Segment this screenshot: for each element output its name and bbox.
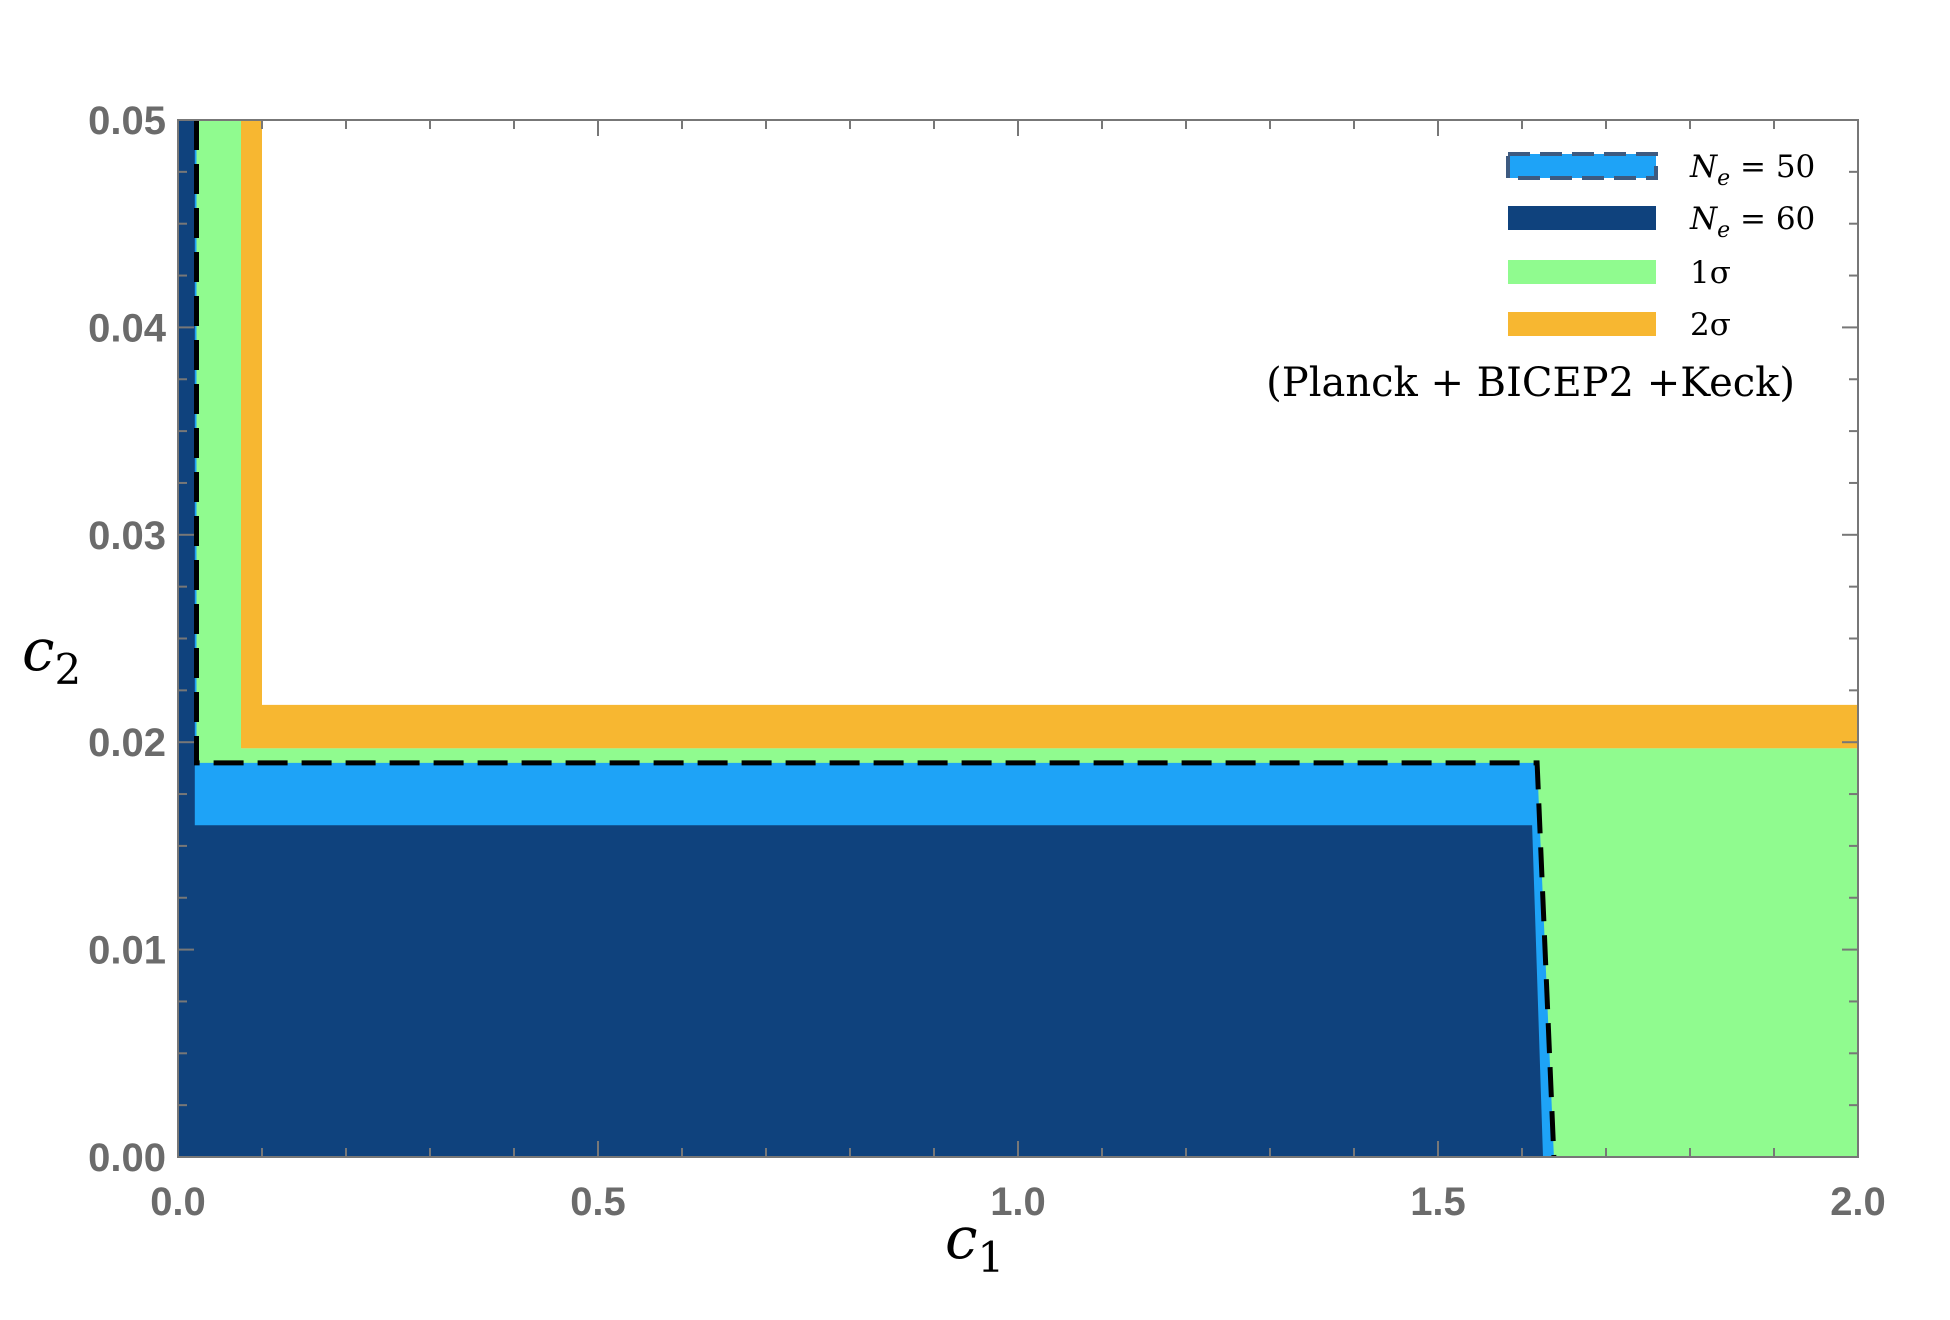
legend-swatch bbox=[1508, 206, 1656, 230]
y-axis-label: c2 bbox=[22, 616, 81, 694]
annotation-text: (Planck + BICEP2 +Keck) bbox=[1266, 360, 1795, 406]
x-tick-label: 1.0 bbox=[990, 1180, 1046, 1224]
x-axis-label: c1 bbox=[945, 1204, 1004, 1282]
legend-label: Ne = 60 bbox=[1689, 201, 1815, 243]
y-tick-label: 0.02 bbox=[88, 721, 166, 765]
legend-label: 2σ bbox=[1690, 307, 1731, 343]
y-tick-label: 0.04 bbox=[88, 306, 167, 350]
regions-layer bbox=[178, 120, 1858, 1157]
x-tick-label: 0.5 bbox=[570, 1180, 626, 1224]
x-tick-label: 1.5 bbox=[1410, 1180, 1466, 1224]
legend-swatch bbox=[1506, 152, 1658, 180]
legend: Ne = 50 Ne = 60 1σ 2σ bbox=[1506, 149, 1815, 343]
legend-label: Ne = 50 bbox=[1689, 149, 1815, 191]
region-3 bbox=[178, 120, 1543, 1157]
y-tick-label: 0.03 bbox=[88, 514, 166, 558]
legend-swatch bbox=[1508, 260, 1656, 284]
tick-marks bbox=[177, 119, 1859, 1158]
legend-label: 1σ bbox=[1690, 255, 1731, 291]
x-tick-label: 2.0 bbox=[1830, 1180, 1886, 1224]
x-tick-label: 0.0 bbox=[150, 1180, 206, 1224]
legend-swatch bbox=[1508, 312, 1656, 336]
y-tick-label: 0.00 bbox=[88, 1136, 166, 1180]
boundary-layer bbox=[194, 120, 1557, 1158]
dashed-boundary-ne50 bbox=[194, 120, 1557, 1158]
y-tick-label: 0.05 bbox=[88, 99, 166, 143]
x-tick-labels: 0.0 0.5 1.0 1.5 2.0 bbox=[150, 1180, 1886, 1224]
y-tick-labels: 0.00 0.01 0.02 0.03 0.04 0.05 bbox=[88, 99, 167, 1180]
y-tick-label: 0.01 bbox=[88, 929, 166, 973]
